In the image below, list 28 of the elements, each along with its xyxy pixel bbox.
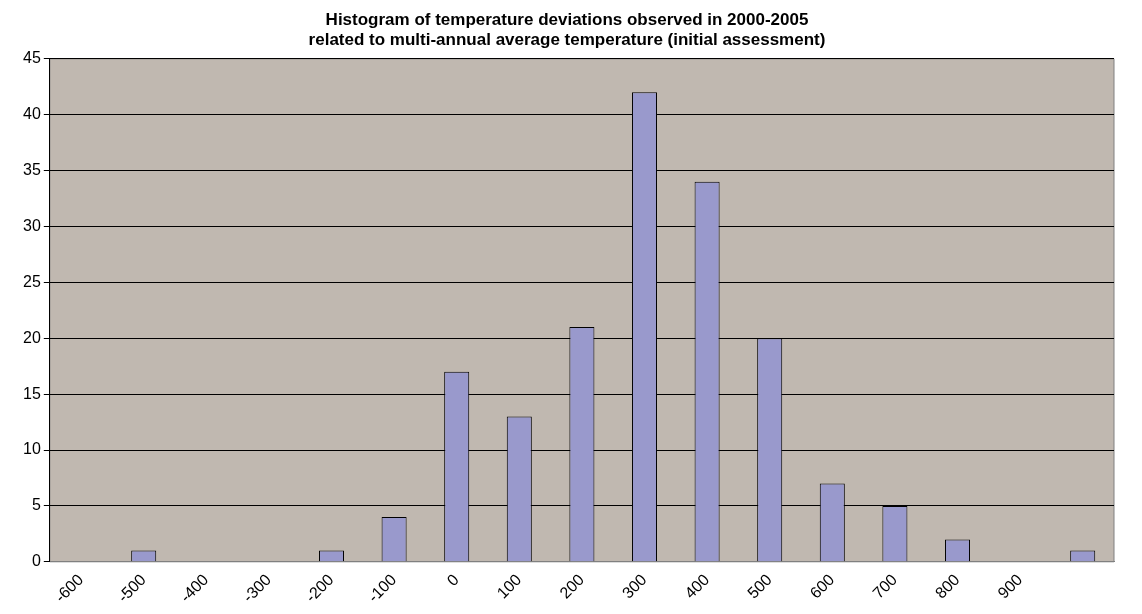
x-tick-label: -400	[176, 570, 212, 606]
x-tick-label: 100	[493, 570, 525, 602]
y-tick-label: 40	[23, 105, 41, 123]
y-tick-label: 20	[23, 328, 41, 346]
x-tick-label: 800	[931, 570, 963, 602]
x-tick-label: 0	[443, 570, 462, 590]
x-tick-label: -600	[51, 570, 87, 606]
y-tick-label: 15	[23, 384, 41, 402]
x-tick-label: 500	[744, 570, 775, 602]
y-tick-label: 0	[31, 552, 41, 570]
x-tick-label: -200	[302, 570, 337, 606]
y-tick-label: 30	[23, 216, 41, 234]
text: Histogram of temperature deviations observed in 2000-2005	[325, 9, 809, 29]
y-tick-label: 10	[23, 440, 41, 458]
x-tick-label: -100	[364, 570, 400, 606]
x-tick-label: -500	[114, 570, 149, 606]
y-tick-label: 35	[23, 160, 41, 178]
y-tick-label: 45	[23, 49, 41, 67]
x-tick-label: 300	[618, 570, 650, 602]
x-tick-label: -300	[239, 570, 275, 606]
text: related to multi-annual average temperature (initial assessment)	[308, 30, 826, 50]
x-tick-label: 900	[994, 570, 1026, 602]
x-tick-label: 600	[806, 570, 838, 602]
y-tick-label: 25	[23, 272, 41, 290]
x-tick-label: 400	[681, 570, 713, 602]
x-tick-label: 200	[556, 570, 588, 602]
x-tick-label: 700	[869, 570, 901, 602]
y-tick-label: 5	[31, 496, 41, 514]
